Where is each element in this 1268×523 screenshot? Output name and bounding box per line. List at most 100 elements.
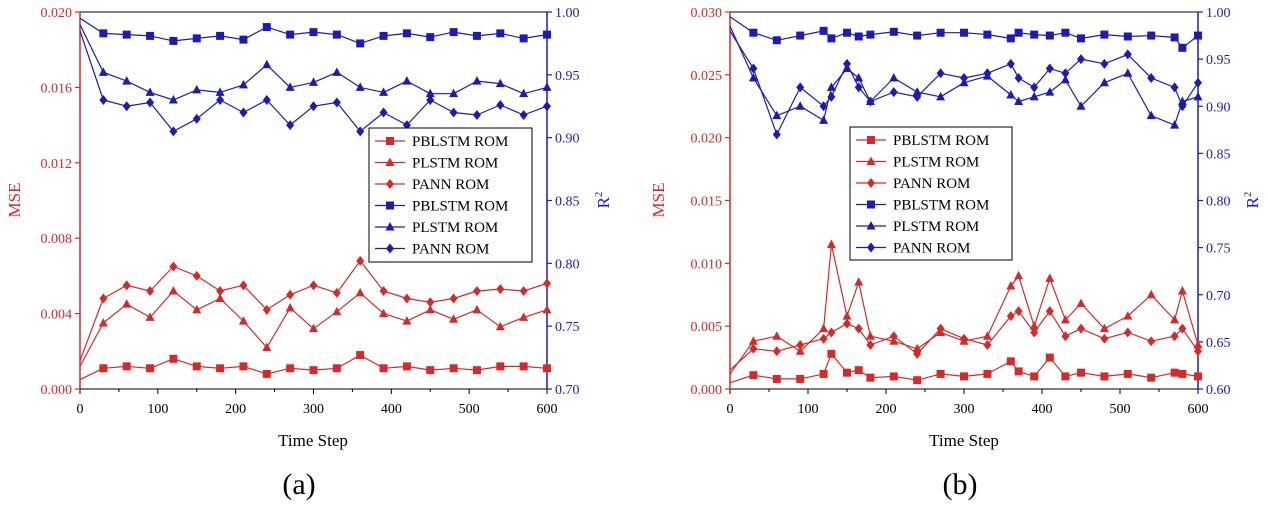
data-point-marker [426,297,435,308]
data-point-marker [1045,306,1054,317]
data-point-marker [472,76,482,85]
legend-label: PLSTM ROM [893,219,979,235]
data-point-marker [1014,28,1023,37]
data-point-marker [1077,368,1085,377]
data-point-marker [145,312,155,321]
data-point-marker [1147,31,1156,40]
x-tick-label: 600 [1188,402,1209,417]
legend-swatch-marker [867,242,875,253]
data-point-marker [772,346,781,357]
legend-item: PANN ROM [856,176,970,192]
data-point-marker [913,348,922,359]
y-left-tick-label: 0.000 [691,383,723,398]
data-point-marker [749,343,758,354]
y-right-tick-label: 1.00 [555,6,580,21]
x-tick-label: 0 [727,402,734,417]
data-point-marker [519,312,529,321]
data-point-marker [795,346,805,355]
data-point-marker [889,27,898,36]
legend-swatch-marker [385,157,395,166]
legend-label: PLSTM ROM [893,155,979,171]
data-point-marker [1178,323,1187,334]
x-tick-label: 0 [77,402,84,417]
data-point-marker [402,293,411,304]
data-point-marker [865,331,875,340]
data-point-marker [1194,372,1202,381]
series-line [729,243,1199,375]
data-point-marker [449,107,458,118]
data-point-marker [1170,120,1180,129]
y-right-tick-label: 1.00 [1206,6,1231,21]
data-point-marker [1100,372,1109,381]
data-point-marker [146,364,155,373]
data-point-marker [1194,31,1202,40]
y-axis-label-right: R2 [1242,192,1262,209]
data-point-marker [169,126,178,137]
data-point-marker [192,362,201,371]
legend-item: PANN ROM [375,242,489,258]
data-point-marker [866,96,875,107]
panel-label: (a) [282,468,315,501]
data-point-marker [819,26,828,35]
data-point-marker [192,304,202,314]
data-point-marker [145,87,155,96]
series-r2-diamond [79,30,551,137]
data-point-marker [842,311,852,320]
legend-swatch-marker [386,201,394,210]
data-point-marker [912,87,922,96]
data-point-marker [496,29,505,38]
data-point-marker [262,369,271,378]
data-point-marker [286,120,295,131]
legend-item: PLSTM ROM [375,156,498,172]
data-point-marker [983,68,992,79]
legend-swatch-marker [867,200,875,209]
data-point-marker [285,302,295,312]
data-point-marker [796,82,805,93]
data-point-marker [449,293,458,304]
data-point-marker [356,351,365,360]
data-point-marker [262,94,271,105]
x-tick-label: 500 [459,402,480,417]
data-point-marker [1006,89,1016,99]
data-point-marker [332,287,341,298]
legend-item: PANN ROM [375,177,489,193]
data-point-marker [379,364,388,373]
data-point-marker [425,88,435,98]
data-point-marker [1147,373,1156,382]
data-point-marker [749,28,758,37]
data-point-marker [1045,87,1055,96]
data-point-marker [426,33,435,42]
data-point-marker [1147,336,1156,347]
data-point-marker [1077,34,1085,43]
data-point-marker [169,261,178,272]
data-point-marker [309,280,318,291]
data-point-marker [1123,311,1133,320]
data-point-marker [98,318,108,327]
data-point-marker [472,304,482,314]
data-point-marker [982,331,992,340]
data-point-marker [238,316,248,325]
y-left-tick-label: 0.010 [691,257,723,272]
data-point-marker [355,287,365,297]
y-right-tick-label: 0.80 [555,257,580,272]
y-left-tick-label: 0.004 [41,308,73,323]
data-point-marker [286,289,295,300]
data-point-marker [1060,314,1070,324]
data-point-marker [192,84,202,94]
y-ticks-right: 0.70 0.75 0.80 0.85 0.90 0.95 1.00 [547,6,580,398]
data-point-marker [1029,321,1039,330]
data-point-marker [239,280,248,291]
legend-swatch-marker [866,156,876,165]
data-point-marker [1099,323,1109,333]
data-point-marker [122,101,131,112]
data-point-marker [472,285,481,296]
y-right-tick-label: 0.85 [1206,147,1231,162]
data-point-marker [472,31,481,40]
data-point-marker [1061,68,1070,79]
data-point-marker [239,35,248,44]
data-point-marker [379,107,388,118]
data-point-marker [1193,340,1203,349]
data-point-marker [1123,327,1132,338]
legend-box [368,127,533,263]
y-right-tick-label: 0.75 [1206,242,1231,257]
